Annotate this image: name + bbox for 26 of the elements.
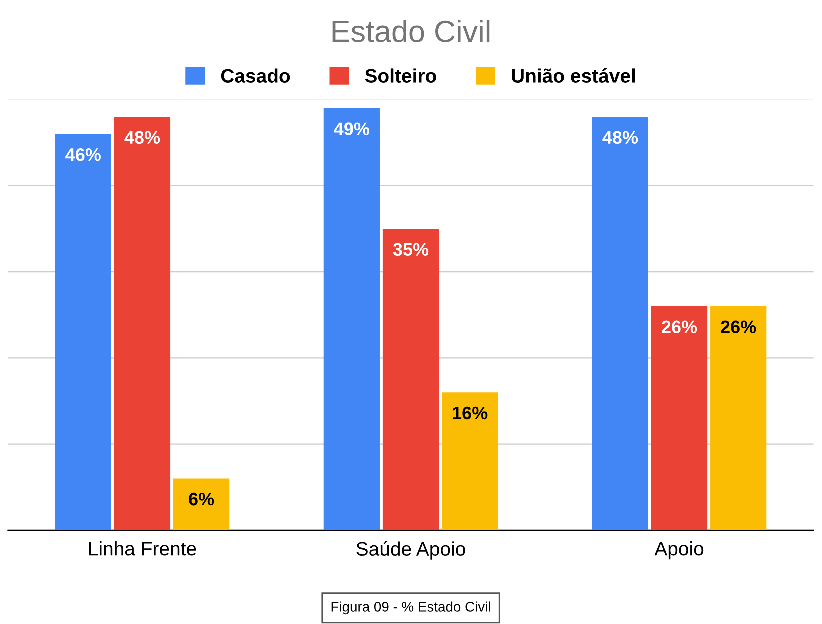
- data-label: 6%: [189, 492, 214, 506]
- bar: [173, 478, 230, 530]
- chart-title: Estado Civil: [332, 20, 490, 43]
- bar: [324, 108, 380, 530]
- legend-label: Solteiro: [365, 68, 436, 83]
- data-label: 48%: [124, 131, 160, 144]
- x-tick-label: Saúde Apoio: [356, 542, 466, 560]
- bar: [114, 117, 171, 530]
- x-tick-label: Apoio: [654, 542, 704, 560]
- bar: [651, 306, 708, 530]
- data-label: 26%: [662, 320, 698, 334]
- legend-label: Casado: [221, 68, 290, 83]
- data-label: 26%: [721, 320, 756, 334]
- data-label: 35%: [393, 243, 429, 256]
- data-label: 16%: [453, 406, 488, 420]
- bar: [442, 392, 498, 530]
- data-label: 46%: [66, 148, 101, 162]
- bar: [710, 306, 767, 530]
- bar: [55, 134, 112, 530]
- bar: [592, 117, 649, 530]
- legend-label: União estável: [512, 68, 636, 83]
- text: Figura 09 - % Estado Civil: [332, 602, 490, 615]
- bar: [382, 229, 440, 530]
- data-label: 49%: [334, 122, 370, 136]
- x-tick-label: Linha Frente: [89, 542, 196, 556]
- data-label: 48%: [602, 131, 638, 144]
